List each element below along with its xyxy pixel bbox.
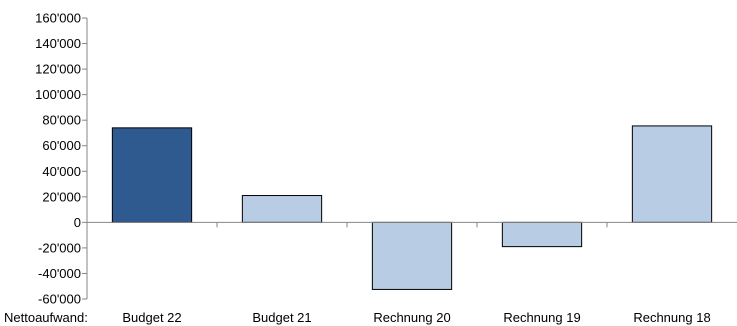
y-tick-label: 100'000 [35,87,81,102]
y-tick-label: 20'000 [42,189,81,204]
y-tick-label: 160'000 [35,11,81,26]
y-tick-label: -60'000 [38,292,81,307]
y-tick-labels: -60'000 -40'000 -20'000 0 20'000 40'000 60'000… [35,11,81,307]
y-tick-label: -40'000 [38,266,81,281]
x-axis [87,221,737,228]
y-axis [82,17,88,300]
y-tick-label: 120'000 [35,62,81,77]
x-tick-label: Budget 21 [252,310,311,325]
y-tick-label: -20'000 [38,240,81,255]
x-tick-label: Rechnung 19 [503,310,580,325]
category-labels: Budget 22 Budget 21 Rechnung 20 Rechnung 19… [122,310,710,325]
bars [111,125,713,290]
bar [241,195,323,223]
y-tick-label: 140'000 [35,36,81,51]
y-tick-label: 60'000 [42,138,81,153]
bar [501,221,583,248]
x-tick-label: Rechnung 20 [373,310,450,325]
row-label: Nettoaufwand: [4,310,88,325]
y-tick-label: 80'000 [42,113,81,128]
bar [371,221,453,290]
x-tick-label: Budget 22 [122,310,181,325]
y-tick-label: 0 [74,215,81,230]
bar [631,125,713,223]
x-tick-label: Rechnung 18 [633,310,710,325]
y-tick-label: 40'000 [42,164,81,179]
bar [111,127,193,223]
